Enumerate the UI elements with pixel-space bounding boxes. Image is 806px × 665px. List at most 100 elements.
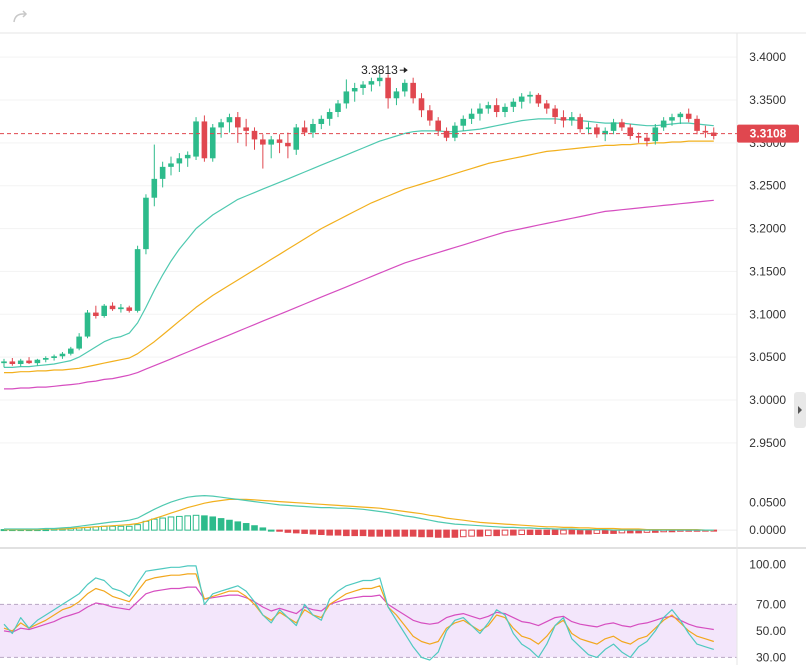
macd-histogram-bar xyxy=(351,529,358,537)
macd-histogram-bar xyxy=(485,529,492,537)
macd-histogram-bar xyxy=(292,529,300,534)
macd-histogram-bar xyxy=(267,529,275,532)
redo-arrow-icon[interactable] xyxy=(13,10,28,23)
candle-down xyxy=(535,94,542,104)
candle-down xyxy=(543,103,550,109)
macd-histogram-bar xyxy=(184,515,191,531)
candle-down xyxy=(560,117,567,121)
candle-up xyxy=(134,249,141,311)
candle-up xyxy=(460,118,467,126)
candle-up xyxy=(527,94,533,97)
price-pane xyxy=(0,56,737,444)
candle-up xyxy=(101,305,107,316)
candle-up xyxy=(293,127,300,150)
candle-up xyxy=(42,358,49,360)
price-tick-label: 3.1500 xyxy=(749,264,786,278)
macd-histogram-bar xyxy=(576,529,584,535)
candle-down xyxy=(685,113,692,119)
macd-histogram-bar xyxy=(535,529,542,536)
candle-down xyxy=(385,77,391,99)
macd-tick-label: 0.0000 xyxy=(749,523,786,537)
current-price-label: 3.3108 xyxy=(750,127,787,141)
candle-down xyxy=(93,312,99,316)
candle-down xyxy=(418,98,425,111)
macd-histogram-bar xyxy=(551,529,559,536)
macd-histogram-bar xyxy=(318,529,325,536)
macd-histogram-bar xyxy=(326,529,333,536)
candle-down xyxy=(201,121,208,159)
candle-up xyxy=(477,108,483,114)
price-tick-label: 3.0500 xyxy=(749,350,786,364)
toolbar xyxy=(0,0,806,33)
macd-histogram-bar xyxy=(401,529,409,537)
candle-up xyxy=(510,101,517,107)
macd-histogram-bar xyxy=(568,529,576,535)
candle-up xyxy=(118,307,124,310)
candle-up xyxy=(569,117,575,121)
candle-down xyxy=(410,82,416,99)
candle-up xyxy=(468,113,475,119)
macd-histogram-bar xyxy=(201,515,208,531)
candle-up xyxy=(68,348,74,354)
candle-down xyxy=(702,130,709,133)
macd-histogram-bar xyxy=(368,529,375,537)
macd-histogram-bar xyxy=(142,520,150,531)
price-tick-label: 3.2000 xyxy=(749,222,786,236)
candle-up xyxy=(677,113,684,118)
macd-histogram-bar xyxy=(176,515,183,531)
candle-up xyxy=(518,96,525,102)
candle-up xyxy=(343,91,350,104)
ma-mid-line xyxy=(4,140,714,374)
ma-fast-line xyxy=(4,118,714,368)
macd-tick-label: 0.0500 xyxy=(749,496,786,510)
price-tick-label: 3.2500 xyxy=(749,179,786,193)
candle-down xyxy=(235,117,241,128)
macd-signal-line xyxy=(4,498,714,531)
candle-up xyxy=(326,112,333,119)
high-arrow-icon xyxy=(399,67,408,74)
candle-down xyxy=(435,120,441,131)
macd-histogram-bar xyxy=(476,529,484,537)
macd-histogram-bar xyxy=(226,519,233,531)
macd-histogram-bar xyxy=(384,529,392,537)
candle-up xyxy=(360,84,366,88)
price-tick-label: 2.9500 xyxy=(749,436,786,450)
macd-histogram-bar xyxy=(217,518,225,531)
price-tick-label: 3.3500 xyxy=(749,93,786,107)
macd-histogram-bar xyxy=(426,529,434,538)
macd-histogram-bar xyxy=(234,521,242,531)
rsi-tick-label: 30.00 xyxy=(756,650,786,664)
macd-histogram-bar xyxy=(284,529,292,533)
candle-up xyxy=(59,353,66,357)
macd-histogram-bar xyxy=(276,529,283,532)
macd-histogram-bar xyxy=(159,517,166,531)
macd-histogram-bar xyxy=(585,529,592,535)
candle-up xyxy=(402,82,408,92)
macd-histogram-bar xyxy=(501,529,509,536)
macd-histogram-bar xyxy=(560,529,567,535)
macd-histogram-bar xyxy=(393,529,400,537)
rsi-pane xyxy=(0,565,737,661)
rsi-fast-line xyxy=(3,565,714,661)
macd-histogram-bar xyxy=(151,518,158,531)
macd-histogram-bar xyxy=(510,529,517,536)
candle-down xyxy=(276,139,283,143)
candle-down xyxy=(243,127,249,131)
candle-up xyxy=(585,127,592,130)
rsi-band xyxy=(0,604,737,658)
candle-down xyxy=(301,127,308,133)
candle-up xyxy=(310,124,316,133)
candle-up xyxy=(184,154,191,159)
candle-down xyxy=(594,127,600,135)
candle-down xyxy=(26,360,32,364)
candle-up xyxy=(452,125,458,138)
macd-histogram-bar xyxy=(117,525,125,531)
macd-histogram-bar xyxy=(468,529,475,537)
candle-up xyxy=(226,117,233,123)
candle-up xyxy=(335,103,341,112)
macd-histogram-bar xyxy=(418,529,425,538)
candle-up xyxy=(51,356,57,358)
candle-down xyxy=(552,108,558,118)
macd-histogram-bar xyxy=(259,527,267,531)
